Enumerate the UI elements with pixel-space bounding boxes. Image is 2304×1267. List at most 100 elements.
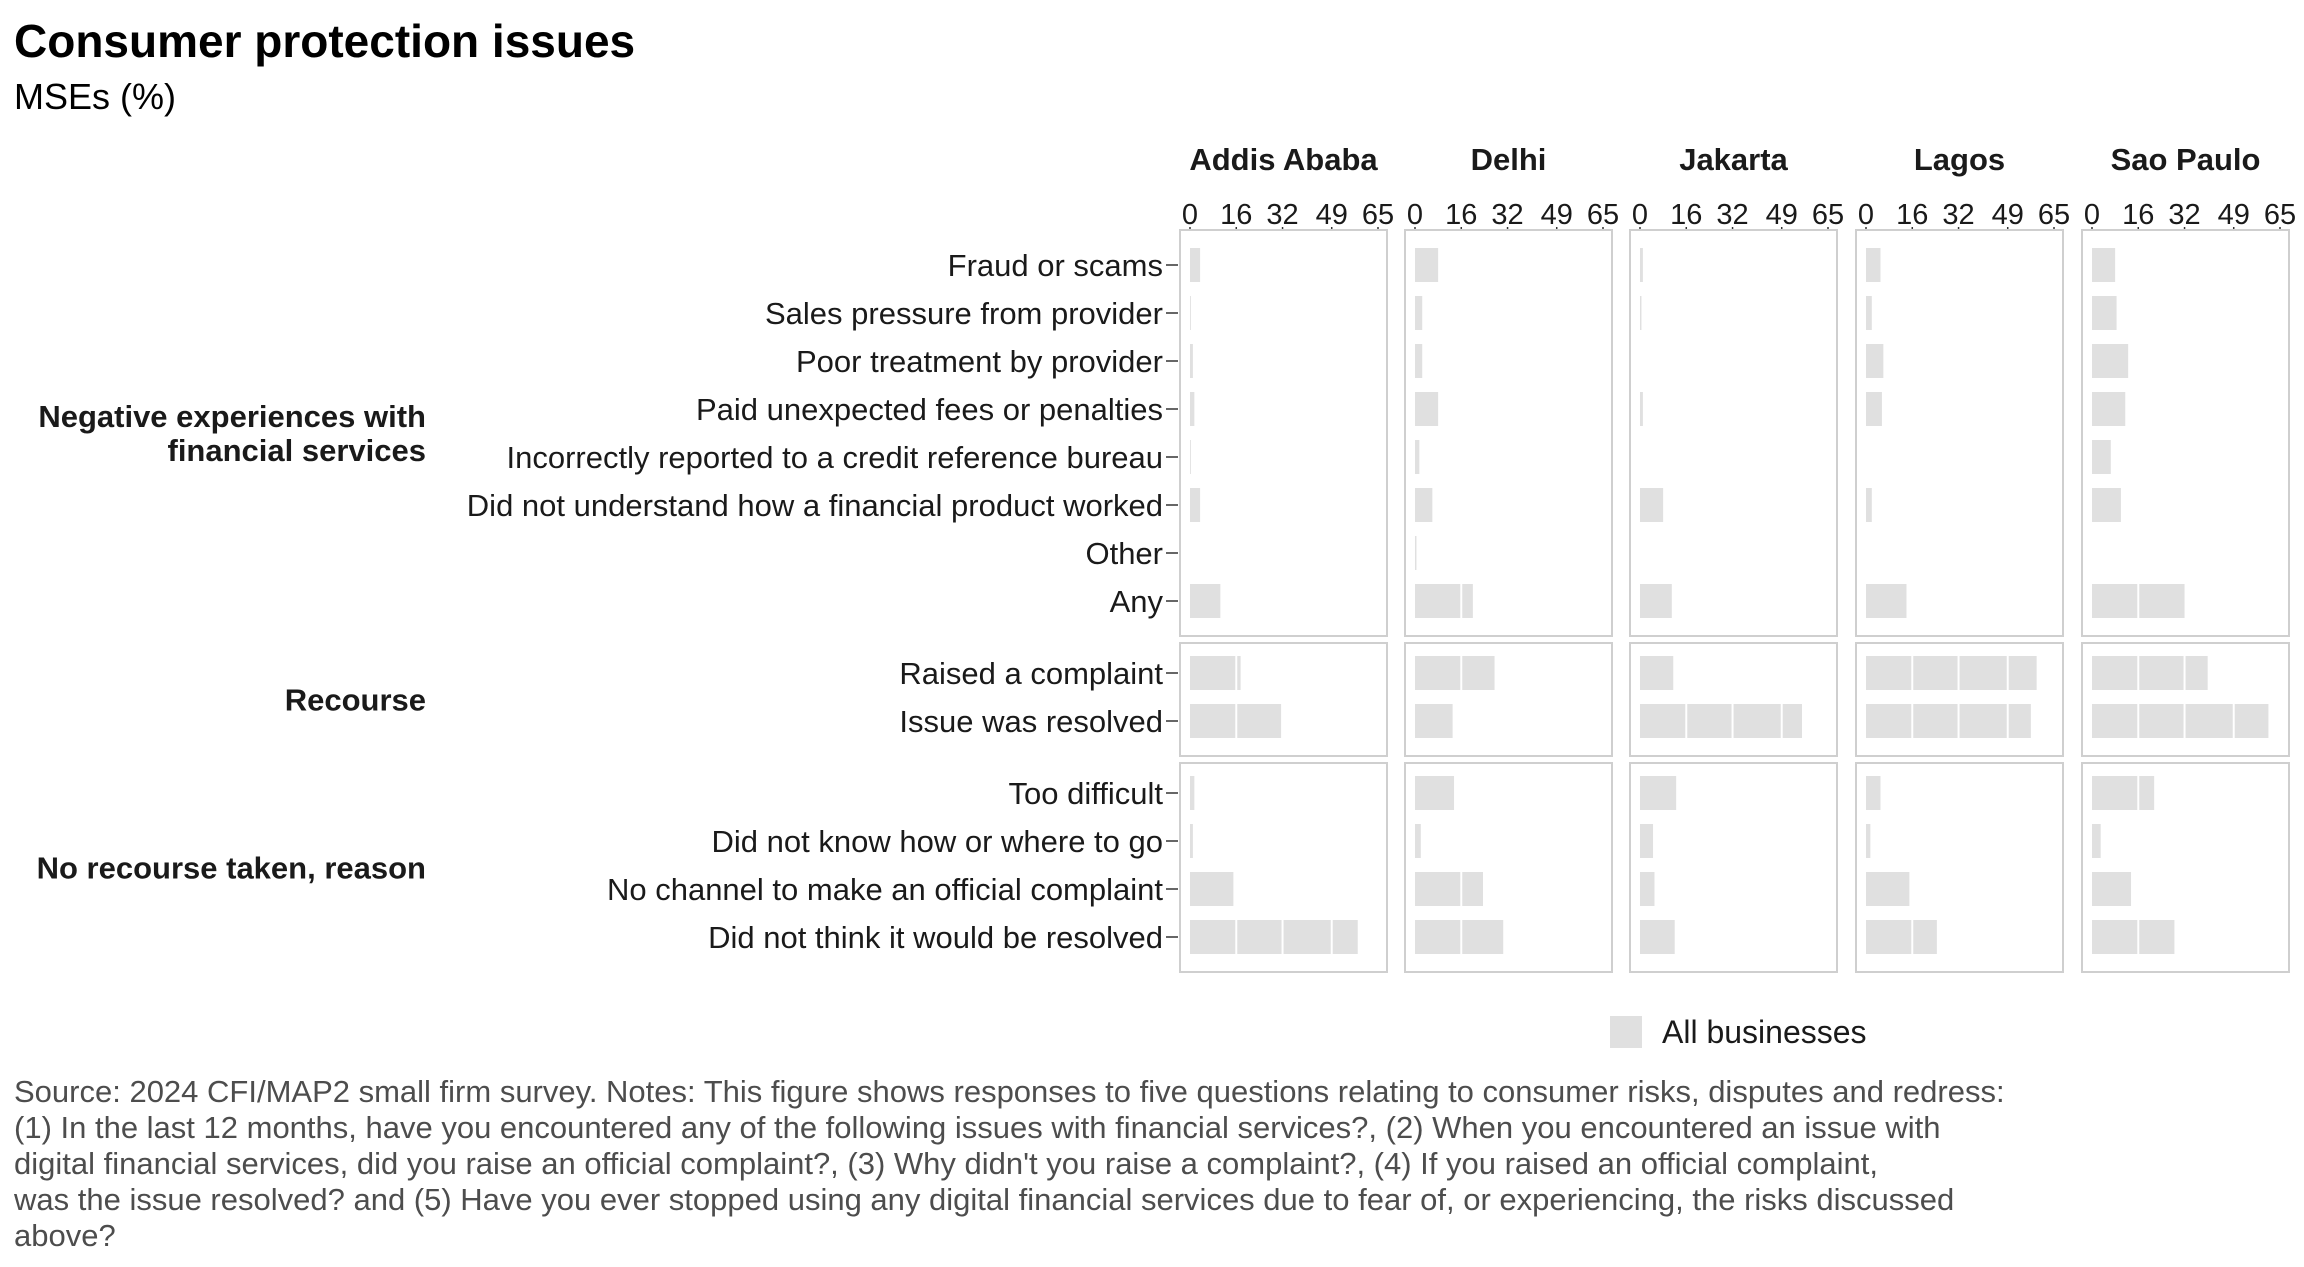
bar <box>1640 296 1642 330</box>
bar <box>1866 704 2031 738</box>
x-tick-label: 49 <box>1766 199 1798 231</box>
panel-border <box>1629 229 1838 637</box>
bar <box>1415 392 1439 426</box>
bar <box>1866 824 1871 858</box>
category-label: Too difficult <box>1008 776 1163 811</box>
panel-border <box>1855 229 2064 637</box>
source-note-line: Source: 2024 CFI/MAP2 small firm survey.… <box>14 1074 2005 1109</box>
panel-border <box>2081 762 2290 973</box>
panel-border <box>1855 642 2064 757</box>
bar <box>1415 584 1473 618</box>
bar <box>1640 656 1674 690</box>
bar <box>1415 920 1504 954</box>
category-label: No channel to make an official complaint <box>607 872 1163 907</box>
bar <box>1640 920 1675 954</box>
faceted-bar-chart: Addis Ababa 0 16 32 49 65 Delhi 0 16 32 49 65 Jakart… <box>37 142 2296 973</box>
bar <box>1866 872 1910 906</box>
category-label: Did not understand how a financial produ… <box>467 488 1163 523</box>
panel-border <box>2081 642 2290 757</box>
bar <box>1415 776 1455 810</box>
bar <box>1415 536 1417 570</box>
x-tick-label: 16 <box>2122 199 2154 231</box>
x-tick-label: 65 <box>2038 199 2070 231</box>
bar <box>1415 440 1420 474</box>
bar <box>1190 296 1191 330</box>
x-tick-label: 32 <box>1942 199 1974 231</box>
legend-swatch <box>1610 1016 1642 1048</box>
bar <box>1415 248 1439 282</box>
panel-border <box>1629 762 1838 973</box>
bar <box>1866 656 2037 690</box>
category-label: Other <box>1085 536 1163 571</box>
panel-border <box>1855 762 2064 973</box>
group-label: No recourse taken, reason <box>37 851 426 886</box>
bar <box>1866 920 1937 954</box>
category-label: Poor treatment by provider <box>796 344 1163 379</box>
x-tick-label: 49 <box>1316 199 1348 231</box>
x-tick-label: 32 <box>1266 199 1298 231</box>
bar <box>1866 296 1872 330</box>
bar <box>1190 920 1358 954</box>
bar <box>1190 776 1195 810</box>
bar <box>1190 440 1191 474</box>
bar <box>1640 488 1664 522</box>
group-label: Negative experiences with <box>38 399 426 434</box>
x-tick-label: 32 <box>1491 199 1523 231</box>
bar <box>1415 488 1433 522</box>
category-label: Incorrectly reported to a credit referen… <box>506 440 1163 475</box>
bar <box>1640 824 1654 858</box>
bar <box>1190 488 1201 522</box>
category-label: Any <box>1110 584 1164 619</box>
panel-border <box>1629 642 1838 757</box>
bar <box>1190 824 1193 858</box>
group-label: financial services <box>168 433 427 468</box>
bar <box>2092 440 2111 474</box>
bar <box>2092 488 2121 522</box>
chart-title: Consumer protection issues <box>14 15 636 67</box>
bar <box>1866 392 1882 426</box>
category-label: Issue was resolved <box>899 704 1163 739</box>
x-tick-label: 49 <box>1541 199 1573 231</box>
x-tick-label: 0 <box>1182 199 1198 231</box>
category-label: Fraud or scams <box>948 248 1163 283</box>
panel-border <box>1404 762 1613 973</box>
bar <box>1415 344 1423 378</box>
bar <box>1415 704 1453 738</box>
x-tick-label: 0 <box>1407 199 1423 231</box>
facet-label: Delhi <box>1471 142 1547 177</box>
bar <box>1640 248 1643 282</box>
bar <box>2092 920 2175 954</box>
x-tick-label: 16 <box>1896 199 1928 231</box>
x-tick-label: 49 <box>2218 199 2250 231</box>
bar <box>1640 392 1643 426</box>
bar <box>1190 584 1221 618</box>
panel-border <box>1179 642 1388 757</box>
bar <box>1190 872 1234 906</box>
x-tick-label: 49 <box>1992 199 2024 231</box>
bar <box>2092 296 2117 330</box>
source-note-line: digital financial services, did you rais… <box>14 1146 1878 1181</box>
panel-border <box>1404 229 1613 637</box>
x-tick-label: 65 <box>1362 199 1394 231</box>
bar <box>2092 704 2269 738</box>
bar <box>2092 824 2101 858</box>
x-tick-label: 16 <box>1670 199 1702 231</box>
facet-label: Sao Paulo <box>2111 142 2261 177</box>
panel-border <box>1179 762 1388 973</box>
x-tick-label: 65 <box>1587 199 1619 231</box>
facet-label: Jakarta <box>1679 142 1788 177</box>
x-tick-label: 65 <box>2264 199 2296 231</box>
bar <box>1866 344 1884 378</box>
bar <box>1640 776 1677 810</box>
group-label: Recourse <box>285 683 426 718</box>
source-note: Source: 2024 CFI/MAP2 small firm survey.… <box>14 1074 2264 1254</box>
x-tick-label: 0 <box>1632 199 1648 231</box>
bar <box>2092 344 2129 378</box>
x-tick-label: 0 <box>1858 199 1874 231</box>
bar <box>1640 584 1672 618</box>
bar <box>2092 656 2208 690</box>
bar <box>1640 704 1802 738</box>
bar <box>1190 392 1195 426</box>
x-tick-label: 16 <box>1220 199 1252 231</box>
source-note-line: above? <box>14 1218 116 1253</box>
